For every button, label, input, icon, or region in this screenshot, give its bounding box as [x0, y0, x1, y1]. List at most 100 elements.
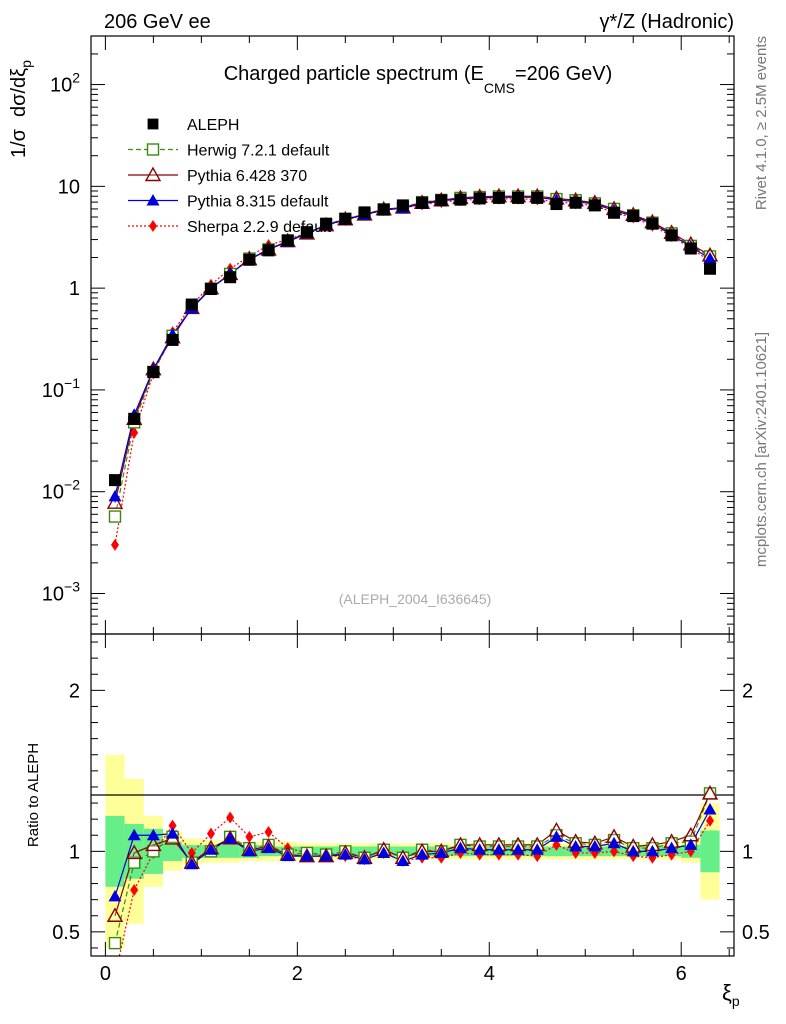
legend: ALEPH Herwig 7.2.1 default Pythia 6.428 37…	[128, 117, 332, 236]
chart-title: Charged particle spectrum (ECMS=206 GeV)	[224, 63, 613, 96]
ratio-point-pythia8	[549, 830, 563, 842]
point-data	[588, 199, 601, 212]
rivet-version-text: Rivet 4.1.0, ≥ 2.5M events	[753, 36, 770, 210]
point-data	[300, 226, 313, 239]
ratio-point-herwig	[108, 936, 122, 950]
ratio-point-pythia8	[473, 843, 487, 855]
ratio-point-pythia8	[108, 889, 122, 902]
uncertainty-band-inner	[546, 846, 567, 857]
legend-marker-pythia8	[146, 194, 160, 206]
main-panel: 10−3 10−2 10−1 1 10 102 Charged particle spec…	[8, 35, 735, 635]
chart-title-main: Charged particle spectrum (E	[224, 63, 484, 85]
ratio-point-pythia8	[569, 840, 583, 852]
point-pythia8	[703, 252, 717, 264]
ratio-point-pythia8	[204, 843, 218, 855]
point-data	[339, 212, 352, 225]
uncertainty-band-inner	[700, 830, 720, 873]
ratio-point-sherpa	[706, 814, 715, 827]
point-data	[435, 194, 448, 207]
ratio-point-pythia6	[145, 836, 162, 852]
ratio-point-sherpa	[206, 827, 215, 840]
ratio-point-pythia8	[645, 844, 659, 857]
chart-title-sub: CMS	[484, 80, 515, 96]
x-tick-label: 6	[676, 963, 687, 985]
ratio-point-pythia8	[281, 849, 295, 862]
ratio-point-pythia8	[415, 848, 429, 860]
ratio-point-sherpa	[226, 811, 235, 824]
ratio-point-pythia8	[607, 836, 621, 849]
ratio-point-pythia8	[434, 846, 448, 858]
series-line-pythia6	[114, 195, 711, 503]
ratio-point-sherpa	[264, 826, 273, 839]
main-y-tick-label: 10	[58, 176, 80, 198]
ratio-y-tick-label-left: 1	[69, 841, 80, 863]
point-data	[684, 242, 697, 255]
series-line-pythia8	[114, 196, 711, 497]
main-y-axis-label: 1/σ dσ/dξp	[8, 60, 34, 158]
point-data	[147, 365, 160, 378]
ratio-line-herwig	[114, 793, 711, 944]
x-tick-label: 2	[292, 963, 303, 985]
ratio-point-pythia8	[626, 844, 640, 857]
point-sherpa	[110, 538, 119, 551]
point-data	[108, 474, 121, 487]
ratio-point-pythia8	[319, 849, 333, 862]
ratio-point-pythia8	[703, 802, 717, 815]
ratio-point-pythia8	[588, 840, 602, 852]
ratio-frame	[90, 633, 735, 957]
ratio-y-axis-label: Ratio to ALEPH	[25, 743, 42, 847]
point-data	[185, 298, 198, 311]
ratio-y-tick-label-left: 2	[69, 680, 80, 702]
point-data	[627, 210, 640, 223]
ratio-point-pythia8	[262, 841, 276, 854]
point-data	[128, 412, 141, 425]
point-sherpa	[130, 426, 139, 439]
ratio-point-herwig	[147, 845, 160, 858]
ratio-y-tick-label-right: 0.5	[742, 922, 770, 944]
mcplots-reference-text: mcplots.cern.ch [arXiv:2401.10621]	[753, 332, 770, 567]
ratio-point-pythia8	[530, 843, 544, 855]
point-data	[531, 191, 544, 204]
ratio-point-pythia6	[125, 844, 143, 860]
point-data	[569, 196, 582, 209]
uncertainty-band-inner	[162, 841, 183, 862]
header-left: 206 GeV ee	[104, 11, 211, 33]
point-pythia6	[106, 494, 124, 509]
x-tick-label: 0	[100, 963, 111, 985]
ratio-panel: 0.5 0.5 1 1 2 2 0 2 4 6 Ratio to ALEPH ξp	[25, 633, 770, 1009]
point-data	[204, 283, 217, 296]
uncertainty-band-inner	[220, 844, 240, 858]
point-data	[320, 217, 333, 230]
point-herwig	[108, 510, 122, 523]
point-data	[473, 192, 486, 205]
point-data	[396, 199, 409, 212]
legend-label-data: ALEPH	[187, 117, 239, 134]
series-line-herwig	[114, 195, 711, 517]
series-line-sherpa	[114, 198, 711, 546]
point-data	[512, 191, 525, 204]
ratio-point-pythia8	[146, 828, 160, 841]
ratio-point-pythia8	[511, 843, 525, 855]
ratio-point-sherpa	[187, 846, 196, 859]
point-data	[281, 234, 294, 247]
point-data	[608, 206, 621, 219]
legend-marker-herwig	[146, 143, 160, 156]
x-axis-label: ξp	[722, 980, 740, 1009]
point-data	[646, 217, 659, 230]
point-data	[358, 206, 371, 219]
main-y-tick-label: 1	[69, 278, 80, 300]
ratio-point-pythia6	[701, 784, 719, 800]
analysis-watermark: (ALEPH_2004_I636645)	[339, 591, 492, 607]
point-data	[665, 229, 678, 242]
ratio-point-pythia8	[242, 844, 256, 857]
ratio-point-pythia8	[453, 841, 467, 854]
y-label-deriv: dσ/dξ	[8, 68, 30, 117]
legend-label-sherpa: Sherpa 2.2.9 default	[187, 219, 332, 236]
ratio-point-pythia8	[492, 843, 506, 855]
point-data	[377, 203, 390, 216]
x-tick-label: 4	[484, 963, 495, 985]
legend-label-pythia8: Pythia 8.315 default	[187, 194, 329, 211]
ratio-point-sherpa	[130, 883, 139, 896]
ratio-point-sherpa	[245, 830, 254, 843]
